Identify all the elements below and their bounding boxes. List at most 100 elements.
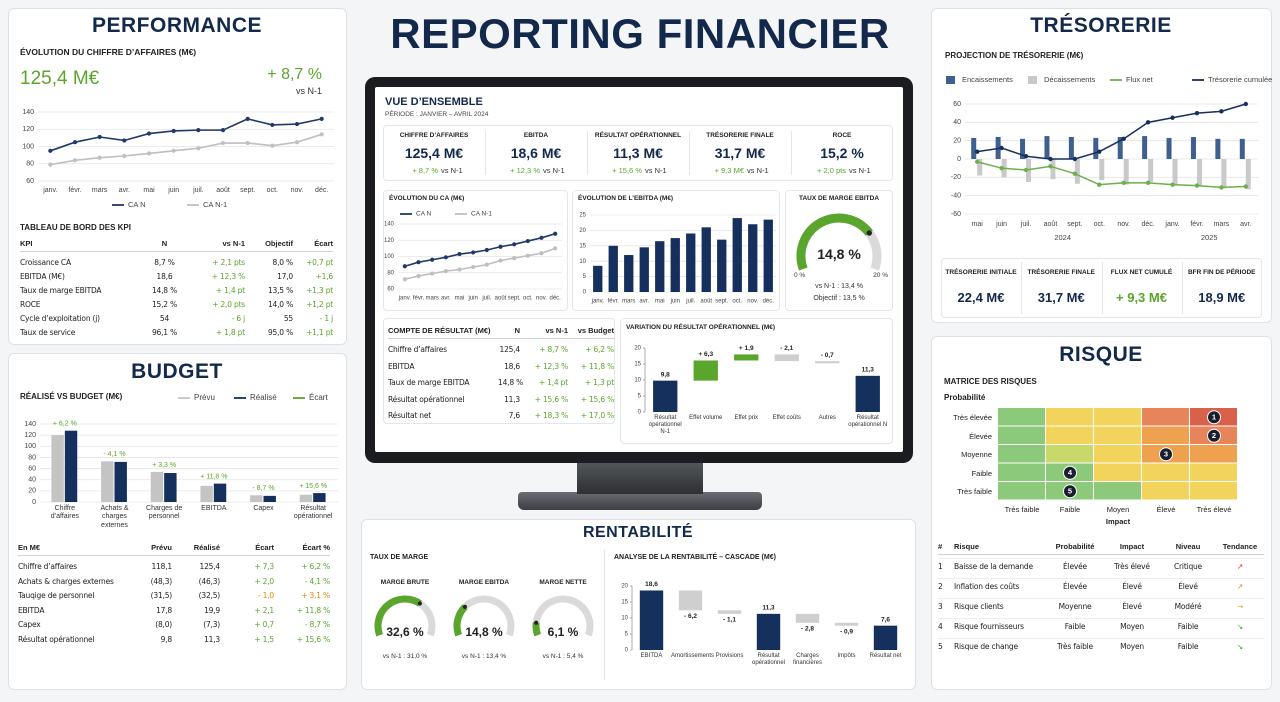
table-cell: Chiffre d’affaires [18,562,77,571]
table-cell: Moyen [1120,642,1144,651]
table-cell: + 15,6 % [534,394,568,404]
row-rule [938,558,1264,559]
table-cell: + 1,4 pt [538,378,568,387]
gauge-value: 32,6 % [386,625,424,639]
table-cell: - 1 j [319,314,334,323]
table-header: Prévu [151,543,172,552]
divider [604,550,605,680]
table-cell: + 2,0 pts [212,300,245,309]
panel-title: RENTABILITÉ [582,524,694,541]
table-cell: ↘ [1236,622,1244,631]
kpi-suffix: vs N-1 [645,166,667,175]
table-cell: Cycle d’exploitation (j) [20,314,100,323]
gauge-title: MARGE BRUTE [380,579,430,586]
gauge-vs: vs N-1 : 13,4 % [815,283,863,290]
table-cell: + 3,1 % [301,591,330,601]
panel-title: RISQUE [1059,343,1143,366]
col-label: Faible [1059,504,1081,514]
gauge-max: 20 % [873,272,888,279]
panel-title: BUDGET [131,360,223,383]
x-tick-label: Effet coûts [772,415,801,421]
section-title: ÉVOLUTION DE L’EBITDA (M€) [578,195,674,202]
section-title: ÉVOLUTION DU CHIFFRE D’AFFAIRES (M€) [20,47,197,57]
kpi-value: 18,6 M€ [510,145,562,161]
table-cell: Résultat net [388,411,432,420]
table-cell: (32,5) [198,591,221,601]
table-cell: 4 [938,622,943,631]
x-tick-label: Capex [253,505,274,512]
table-cell: 13,5 % [267,286,293,295]
gauge-vs: vs N-1 : 13,4 % [461,653,507,660]
table-cell: (8,0) [155,620,172,630]
kpi-label: FLUX NET CUMULÉ [1110,269,1173,276]
table-cell: 96,1 % [151,328,177,337]
table-cell: + 7,3 [254,562,274,571]
card [383,125,893,181]
row-label: Élevée [969,431,992,441]
table-header: Niveau [1175,542,1201,551]
x-tick-label: Charges de personnel [146,505,183,521]
x-tick-label: Impôts [837,653,856,659]
table-cell: 18,6 [156,272,173,281]
table-cell: 95,0 % [267,328,293,337]
kpi-suffix: vs N-1 [543,166,565,175]
table-cell: Tauqige de personnel [18,591,95,601]
section-title: MATRICE DES RISQUES [944,377,1037,386]
row-label: Très faible [957,487,992,496]
col-label: Très faible [1004,504,1040,514]
table-cell: Moyenne [1058,602,1092,611]
table-cell: ↗ [1236,582,1244,591]
kpi-label: TRÉSORERIE FINALE [706,132,774,139]
kpi-value: 31,7 M€ [714,145,766,161]
gauge-min: 0 % [794,272,806,279]
screen-subtitle: PÉRIODE : JANVIER – AVRIL 2024 [385,111,489,118]
row-rule [938,598,1264,599]
kpi-suffix: vs N-1 [441,166,463,175]
table-cell: Résultat opérationnel [388,394,465,404]
row-rule [938,578,1264,579]
table-cell: 5 [938,642,943,651]
kpi-change: + 8,7 % [412,166,438,175]
row-rule [938,638,1264,639]
divider [485,131,486,175]
section-title: TAUX DE MARGE [370,554,429,561]
section-title: TABLEAU DE BORD DES KPI [20,223,131,232]
panel-title: PERFORMANCE [91,14,262,37]
row-rule [938,618,1264,619]
table-cell: Très élevé [1114,562,1150,571]
kpi-label: EBITDA [523,132,549,139]
table-cell: EBITDA [388,361,415,371]
table-cell: + 11,8 % [296,605,330,615]
table-cell: - 6 j [231,314,246,323]
table-cell: 118,1 [151,562,173,571]
divider [1021,262,1023,314]
section-title: RÉALISÉ VS BUDGET (M€) [20,392,123,401]
table-cell: + 18,3 % [534,411,568,420]
table-cell: 19,9 [204,605,220,615]
table-header: Écart % [302,543,330,552]
kpi-label: ROCE [832,132,852,139]
table-cell: EBITDA [18,605,45,615]
table-cell: 14,8 % [151,286,177,295]
col-label: Élevé [1156,504,1176,514]
table-cell: + 6,2 % [301,562,330,571]
table-cell: Élevé [1122,582,1142,591]
table-header: N [161,239,168,248]
table-cell: 8,7 % [154,258,175,267]
table-cell: Chiffre d’affaires [388,345,447,354]
kpi-change: + 9,3 M€ [714,166,744,175]
kpi-change: + 12,3 % [510,166,540,175]
table-cell: Croissance CA [20,258,71,267]
table-header: COMPTE DE RÉSULTAT (M€) [388,326,491,335]
table-cell: Très faible [1057,642,1093,651]
kpi-value: 31,7 M€ [1037,290,1085,305]
table-cell: Modéré [1174,602,1202,611]
table-header: Écart [314,239,333,248]
table-header: KPI [20,239,33,248]
table-cell: (31,5) [150,591,173,601]
table-cell: 9,8 [160,635,173,644]
table-cell: Risque clients [954,602,1004,611]
kpi-label: TRÉSORERIE INITIALE [945,269,1017,276]
kpi-change: + 2,0 pts [817,166,846,175]
kpi-label: TRÉSORERIE FINALE [1027,269,1096,276]
